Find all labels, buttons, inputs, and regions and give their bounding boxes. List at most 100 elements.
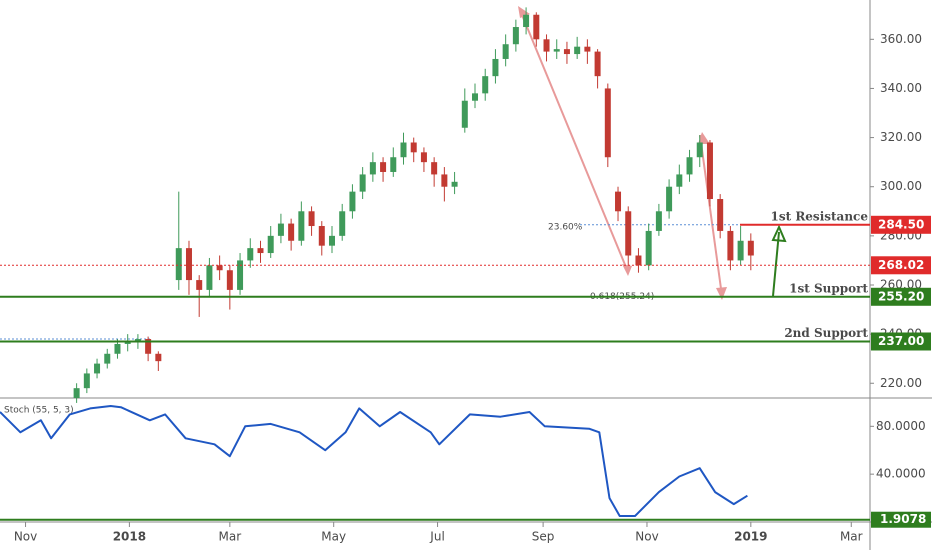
- candle-body: [574, 46, 581, 55]
- price-box: [871, 215, 931, 234]
- candle-body: [706, 142, 713, 199]
- candle-body: [359, 174, 366, 192]
- y-tick-label: 300.00: [880, 179, 922, 193]
- candle-body: [216, 265, 223, 271]
- candle-body: [615, 191, 622, 212]
- x-tick-label: Jul: [429, 530, 444, 544]
- candles: [73, 7, 754, 403]
- candle-body: [563, 49, 570, 55]
- candle-body: [594, 51, 601, 77]
- candle-body: [410, 142, 417, 153]
- price-box: [871, 287, 931, 306]
- candle-body: [635, 255, 642, 266]
- candle-body: [737, 240, 744, 261]
- candle-body: [94, 363, 101, 374]
- candle-body: [308, 211, 315, 227]
- candle-body: [298, 211, 305, 241]
- level-label: 1st Resistance: [771, 209, 869, 223]
- arrow-head: [622, 264, 632, 276]
- candle-body: [175, 248, 182, 281]
- candle-body: [502, 44, 509, 59]
- candle-body: [134, 339, 141, 342]
- x-tick-label: Nov: [635, 530, 658, 544]
- price-box-label: 284.50: [878, 217, 924, 231]
- candle-body: [543, 39, 550, 52]
- candle-body: [83, 373, 90, 389]
- candle-body: [717, 199, 724, 231]
- x-tick-label: Sep: [532, 530, 555, 544]
- candle-body: [226, 270, 233, 290]
- arrow-head: [698, 132, 710, 144]
- candle-body: [104, 353, 111, 364]
- candle-body: [461, 100, 468, 128]
- candle-body: [267, 235, 274, 254]
- price-box-label: 268.02: [878, 258, 924, 272]
- price-box-label: 1.9078: [880, 512, 926, 526]
- candle-body: [451, 181, 458, 187]
- arrow: [772, 231, 780, 297]
- candle-body: [482, 76, 489, 94]
- candle-body: [441, 174, 448, 187]
- candle-body: [288, 223, 295, 241]
- price-box: [871, 511, 931, 528]
- x-tick-label: Mar: [840, 530, 863, 544]
- y-tick-label: 40.0000: [876, 467, 926, 481]
- candle-body: [124, 341, 131, 344]
- candle-body: [696, 142, 703, 158]
- candle-body: [655, 211, 662, 231]
- price-box-label: 255.20: [878, 289, 924, 303]
- candle-body: [155, 353, 162, 362]
- candle-body: [349, 191, 356, 212]
- candle-body: [492, 58, 499, 77]
- candle-body: [114, 343, 121, 354]
- candle-body: [533, 14, 540, 40]
- price-box: [871, 256, 931, 275]
- candle-body: [277, 223, 284, 236]
- candle-body: [523, 14, 530, 28]
- arrow-head: [716, 287, 727, 300]
- candle-body: [206, 265, 213, 290]
- price-box: [871, 332, 931, 351]
- candle-body: [666, 186, 673, 212]
- x-tick-label: 2019: [734, 530, 767, 544]
- x-tick-label: 2018: [113, 530, 146, 544]
- candle-body: [625, 211, 632, 256]
- candle-body: [369, 162, 376, 175]
- fib-label: 23.60%: [548, 222, 583, 232]
- y-tick-label: 220.00: [880, 376, 922, 390]
- candle-body: [380, 162, 387, 172]
- y-tick-label: 320.00: [880, 130, 922, 144]
- candle-body: [145, 339, 152, 354]
- price-box-label: 237.00: [878, 334, 924, 348]
- candle-body: [584, 46, 591, 52]
- candle-body: [73, 388, 80, 398]
- candle-body: [431, 162, 438, 175]
- candle-body: [257, 248, 264, 254]
- candle-body: [400, 142, 407, 158]
- candle-body: [686, 157, 693, 175]
- candle-body: [318, 226, 325, 246]
- candle-body: [185, 248, 192, 281]
- x-tick-label: Mar: [219, 530, 242, 544]
- y-tick-label: 80.0000: [876, 419, 926, 433]
- candle-body: [727, 230, 734, 261]
- candle-body: [676, 174, 683, 187]
- candle-body: [645, 230, 652, 266]
- arrows: [518, 6, 787, 300]
- level-label: 2nd Support: [784, 326, 868, 340]
- candle-body: [420, 152, 427, 163]
- candle-body: [247, 248, 254, 261]
- candle-body: [196, 280, 203, 290]
- arrow: [699, 134, 723, 297]
- y-tick-label: 360.00: [880, 32, 922, 46]
- level-label: 1st Support: [789, 281, 868, 295]
- arrow: [519, 9, 629, 273]
- y-tick-label: 340.00: [880, 81, 922, 95]
- candle-body: [339, 211, 346, 236]
- x-tick-label: Nov: [14, 530, 37, 544]
- stoch-line: [0, 405, 748, 517]
- x-tick-label: May: [321, 530, 346, 544]
- candle-body: [553, 49, 560, 52]
